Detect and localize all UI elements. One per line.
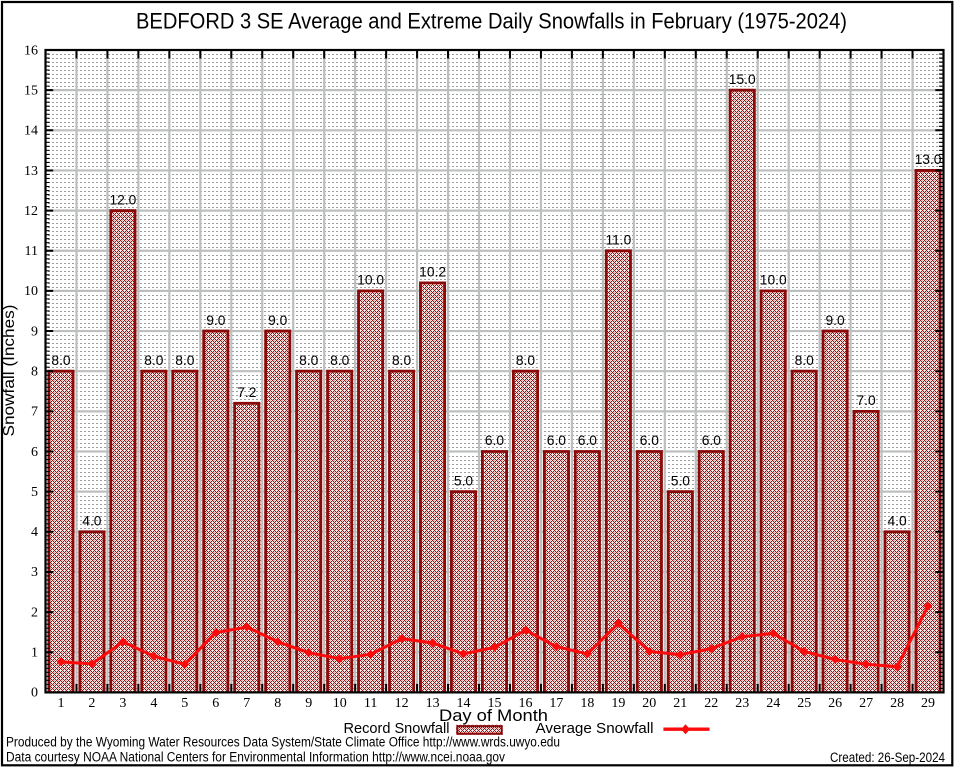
svg-text:8.0: 8.0: [392, 353, 412, 368]
svg-text:4: 4: [150, 696, 157, 711]
svg-text:3: 3: [119, 696, 126, 711]
svg-text:5: 5: [181, 696, 188, 711]
svg-text:6: 6: [212, 696, 219, 711]
svg-text:14: 14: [457, 696, 471, 711]
svg-text:2: 2: [88, 696, 95, 711]
svg-text:22: 22: [704, 696, 718, 711]
svg-text:3: 3: [31, 565, 38, 580]
svg-text:5.0: 5.0: [671, 473, 691, 488]
svg-text:12.0: 12.0: [109, 192, 136, 207]
svg-text:23: 23: [735, 696, 749, 711]
svg-text:5: 5: [31, 485, 38, 500]
svg-text:8.0: 8.0: [299, 353, 319, 368]
svg-text:19: 19: [611, 696, 625, 711]
svg-text:8.0: 8.0: [795, 353, 815, 368]
svg-text:12: 12: [395, 696, 409, 711]
svg-text:7.2: 7.2: [237, 385, 256, 400]
svg-text:1: 1: [58, 696, 65, 711]
svg-text:Record Snowfall: Record Snowfall: [344, 720, 450, 737]
svg-text:8: 8: [31, 365, 38, 380]
svg-text:15: 15: [488, 696, 502, 711]
svg-text:Data courtesy NOAA National Ce: Data courtesy NOAA National Centers for …: [6, 750, 505, 765]
svg-text:8: 8: [274, 696, 281, 711]
svg-text:4: 4: [31, 525, 38, 540]
svg-text:7: 7: [243, 696, 250, 711]
svg-text:6: 6: [31, 445, 38, 460]
svg-text:7.0: 7.0: [857, 393, 877, 408]
svg-text:27: 27: [859, 696, 873, 711]
svg-text:10.0: 10.0: [760, 273, 787, 288]
svg-text:16: 16: [24, 43, 38, 58]
svg-text:6.0: 6.0: [702, 433, 722, 448]
svg-text:13: 13: [24, 164, 38, 179]
svg-text:15: 15: [24, 83, 38, 98]
svg-text:1: 1: [31, 646, 38, 661]
svg-text:21: 21: [673, 696, 687, 711]
svg-text:11.0: 11.0: [605, 232, 631, 247]
svg-text:Average Snowfall: Average Snowfall: [536, 720, 654, 737]
svg-text:6.0: 6.0: [485, 433, 505, 448]
svg-text:Day of Month: Day of Month: [439, 707, 548, 725]
svg-text:28: 28: [890, 696, 904, 711]
svg-text:14: 14: [24, 124, 38, 139]
svg-text:8.0: 8.0: [175, 353, 195, 368]
svg-text:9: 9: [305, 696, 312, 711]
svg-text:11: 11: [364, 696, 377, 711]
svg-text:18: 18: [580, 696, 594, 711]
svg-text:13.0: 13.0: [915, 152, 942, 167]
svg-text:Produced by the Wyoming Water: Produced by the Wyoming Water Resources …: [6, 735, 560, 750]
svg-text:24: 24: [766, 696, 780, 711]
svg-text:10: 10: [24, 284, 38, 299]
svg-text:Snowfall (Inches): Snowfall (Inches): [1, 305, 18, 437]
svg-text:10.2: 10.2: [419, 265, 446, 280]
svg-text:10.0: 10.0: [357, 273, 384, 288]
svg-text:26: 26: [828, 696, 842, 711]
svg-text:25: 25: [797, 696, 811, 711]
svg-text:BEDFORD 3 SE Average and Extre: BEDFORD 3 SE Average and Extreme Daily S…: [136, 9, 847, 34]
svg-text:11: 11: [25, 244, 38, 259]
svg-text:5.0: 5.0: [454, 473, 474, 488]
svg-text:17: 17: [549, 696, 563, 711]
svg-text:29: 29: [921, 696, 935, 711]
svg-text:2: 2: [31, 605, 38, 620]
svg-text:6.0: 6.0: [578, 433, 598, 448]
svg-text:9.0: 9.0: [826, 313, 846, 328]
svg-text:9.0: 9.0: [206, 313, 226, 328]
svg-text:12: 12: [24, 204, 38, 219]
svg-text:10: 10: [333, 696, 347, 711]
svg-text:6.0: 6.0: [640, 433, 660, 448]
svg-text:7: 7: [31, 405, 38, 420]
svg-text:8.0: 8.0: [51, 353, 71, 368]
svg-text:20: 20: [642, 696, 656, 711]
svg-text:8.0: 8.0: [330, 353, 350, 368]
svg-text:15.0: 15.0: [729, 72, 756, 87]
svg-text:4.0: 4.0: [82, 514, 102, 529]
svg-text:9.0: 9.0: [268, 313, 288, 328]
svg-text:6.0: 6.0: [547, 433, 567, 448]
svg-text:9: 9: [31, 324, 38, 339]
svg-text:Created: 26-Sep-2024: Created: 26-Sep-2024: [830, 750, 945, 765]
svg-text:0: 0: [31, 686, 38, 701]
svg-text:8.0: 8.0: [516, 353, 536, 368]
svg-text:16: 16: [519, 696, 533, 711]
svg-text:8.0: 8.0: [144, 353, 164, 368]
svg-text:4.0: 4.0: [888, 514, 908, 529]
svg-text:13: 13: [426, 696, 440, 711]
